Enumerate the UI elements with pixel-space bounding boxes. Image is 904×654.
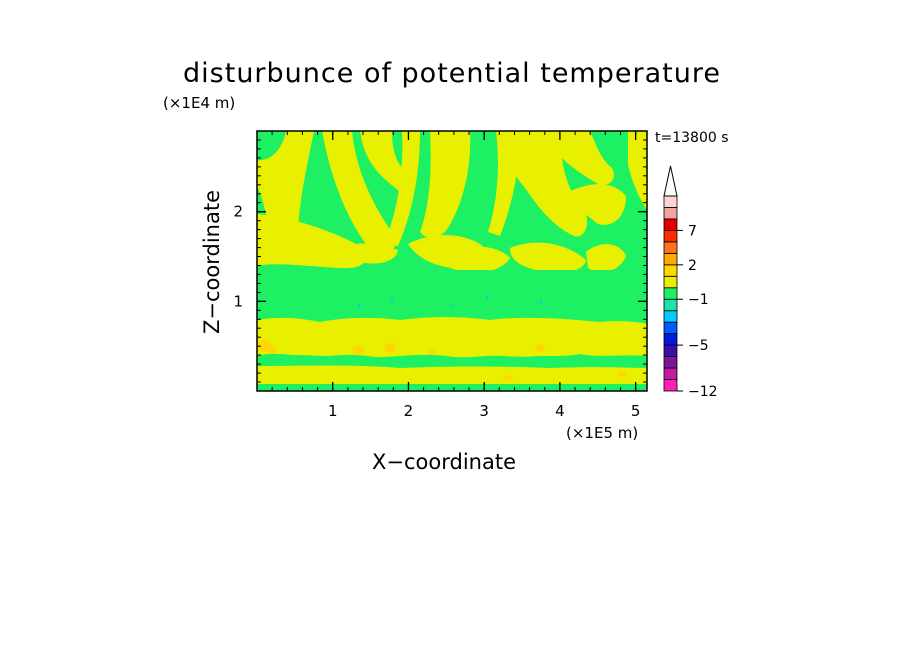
y-unit-label: (×1E4 m) xyxy=(163,94,236,112)
x-tick-label: 2 xyxy=(404,402,414,420)
colorbar-swatch xyxy=(663,287,678,300)
field-band-yellow-low xyxy=(257,365,647,386)
colorbar-label: 7 xyxy=(688,223,697,239)
axis-ticks: 1 2 3 4 5 1 2 xyxy=(233,131,647,420)
colorbar-swatch xyxy=(663,321,678,335)
colorbar-swatch xyxy=(663,218,678,231)
field-upper-yellow-arches xyxy=(257,131,647,273)
colorbar-swatch xyxy=(663,379,678,392)
colorbar-label: −5 xyxy=(688,338,709,354)
colorbar-label: −12 xyxy=(688,384,718,400)
colorbar-swatch xyxy=(663,264,678,277)
colorbar-swatch xyxy=(663,298,678,312)
y-tick-label: 2 xyxy=(233,203,243,221)
colorbar-swatch xyxy=(663,367,678,380)
field xyxy=(257,131,647,391)
x-tick-label: 5 xyxy=(631,402,641,420)
x-unit-label: (×1E5 m) xyxy=(566,424,639,442)
chart-title: disturbunce of potential temperature xyxy=(183,58,721,89)
field-thin-green xyxy=(257,354,647,368)
field-cool-specks xyxy=(358,296,542,307)
colorbar-label: 2 xyxy=(688,258,697,274)
colorbar-extend-arrow xyxy=(663,165,678,197)
colorbar-swatch xyxy=(663,230,678,243)
colorbar-swatch xyxy=(663,252,678,266)
plot-frame xyxy=(256,130,648,392)
colorbar-swatch xyxy=(663,207,678,220)
field-band-yellow-mid xyxy=(257,317,647,358)
x-tick-label: 3 xyxy=(479,402,489,420)
colorbar-swatch xyxy=(663,356,678,369)
x-axis-label: X−coordinate xyxy=(372,450,516,474)
field-bottom-green xyxy=(257,384,647,391)
x-tick-label: 1 xyxy=(328,402,338,420)
time-label: t=13800 s xyxy=(655,130,729,146)
field-mid-green xyxy=(257,270,647,320)
colorbar-swatch xyxy=(663,310,678,323)
colorbar-swatch xyxy=(663,275,678,289)
colorbar-swatch xyxy=(663,241,678,254)
x-tick-label: 4 xyxy=(555,402,565,420)
y-tick-label: 1 xyxy=(233,292,243,310)
colorbar-swatch xyxy=(663,195,678,208)
field-warm-patches xyxy=(257,340,627,381)
colorbar-swatch xyxy=(663,344,678,357)
colorbar-swatch xyxy=(663,333,678,346)
colorbar: 7 2 −1 −5 −12 xyxy=(663,165,718,400)
colorbar-label: −1 xyxy=(688,292,709,308)
